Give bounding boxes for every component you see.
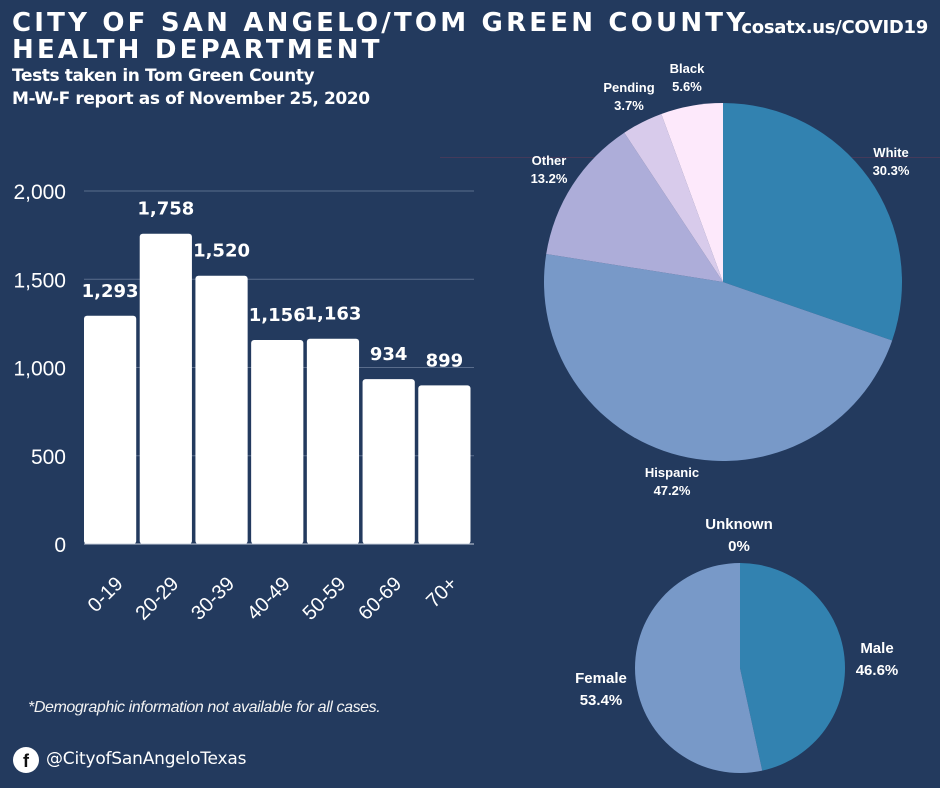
x-tick-label: 50-59 xyxy=(299,573,351,625)
subtitle-line-2: M-W-F report as of November 25, 2020 xyxy=(12,89,370,109)
y-tick-label: 1,500 xyxy=(13,269,66,292)
page-title: CITY OF SAN ANGELO/TOM GREEN COUNTY HEAL… xyxy=(12,10,748,64)
x-tick-label: 0-19 xyxy=(84,573,128,617)
pie-label-name: Unknown xyxy=(705,516,773,533)
x-tick-label: 40-49 xyxy=(243,573,295,625)
title-line-2: HEALTH DEPARTMENT xyxy=(12,35,383,65)
pie-label-value: 13.2% xyxy=(531,171,568,186)
title-line-1: CITY OF SAN ANGELO/TOM GREEN COUNTY xyxy=(12,8,749,38)
bar-70+ xyxy=(418,385,471,544)
pie-label-value: 46.6% xyxy=(856,662,899,679)
pie-slice-black xyxy=(661,103,723,282)
bar-value-label: 1,293 xyxy=(82,281,139,302)
bar-value-label: 934 xyxy=(370,344,408,365)
pie-label-value: 3.7% xyxy=(614,98,644,113)
facebook-handle[interactable]: @CityofSanAngeloTexas xyxy=(46,749,247,769)
subtitle-line-1: Tests taken in Tom Green County xyxy=(12,66,315,86)
bar-value-label: 1,520 xyxy=(193,241,250,262)
pie-label-value: 47.2% xyxy=(654,483,691,498)
bar-0-19 xyxy=(84,315,137,544)
pie-label-name: Female xyxy=(575,670,627,687)
bar-60-69 xyxy=(362,379,415,544)
pie-slice-pending xyxy=(624,113,723,282)
bar-value-label: 1,163 xyxy=(304,304,361,325)
y-tick-label: 0 xyxy=(54,534,66,557)
y-tick-label: 2,000 xyxy=(13,181,66,204)
x-tick-label: 70+ xyxy=(422,573,462,613)
pie-label-name: Other xyxy=(532,153,567,168)
x-tick-label: 60-69 xyxy=(354,573,406,625)
bar-50-59 xyxy=(306,338,360,544)
bar-30-39 xyxy=(195,275,248,544)
footnote: *Demographic information not available f… xyxy=(28,699,381,716)
pie-slice-male xyxy=(740,563,845,771)
pie-label-name: Hispanic xyxy=(645,465,699,480)
pie-slice-female xyxy=(635,563,763,773)
pie-label-name: White xyxy=(873,145,908,160)
website-url[interactable]: cosatx.us/COVID19 xyxy=(741,17,928,38)
pie-label-name: Male xyxy=(860,640,893,657)
x-tick-label: 20-29 xyxy=(132,573,184,625)
pie-label-value: 30.3% xyxy=(873,163,910,178)
pie-label-name: Pending xyxy=(603,80,654,95)
x-tick-label: 30-39 xyxy=(187,573,239,625)
bar-value-label: 1,156 xyxy=(249,305,306,326)
y-tick-label: 500 xyxy=(31,446,66,469)
bar-40-49 xyxy=(251,339,304,544)
pie-slice-white xyxy=(723,103,903,341)
bar-value-label: 899 xyxy=(426,350,464,371)
pie-slice-other xyxy=(546,132,723,282)
bar-value-label: 1,758 xyxy=(137,199,194,220)
pie-label-name: Black xyxy=(670,61,705,76)
facebook-icon[interactable]: f xyxy=(13,747,39,773)
y-tick-label: 1,000 xyxy=(13,358,66,381)
bar-20-29 xyxy=(139,233,192,544)
pie-label-value: 53.4% xyxy=(580,692,623,709)
pie-slice-hispanic xyxy=(544,253,893,461)
pie-label-value: 5.6% xyxy=(672,79,702,94)
pie-label-value: 0% xyxy=(728,538,750,555)
